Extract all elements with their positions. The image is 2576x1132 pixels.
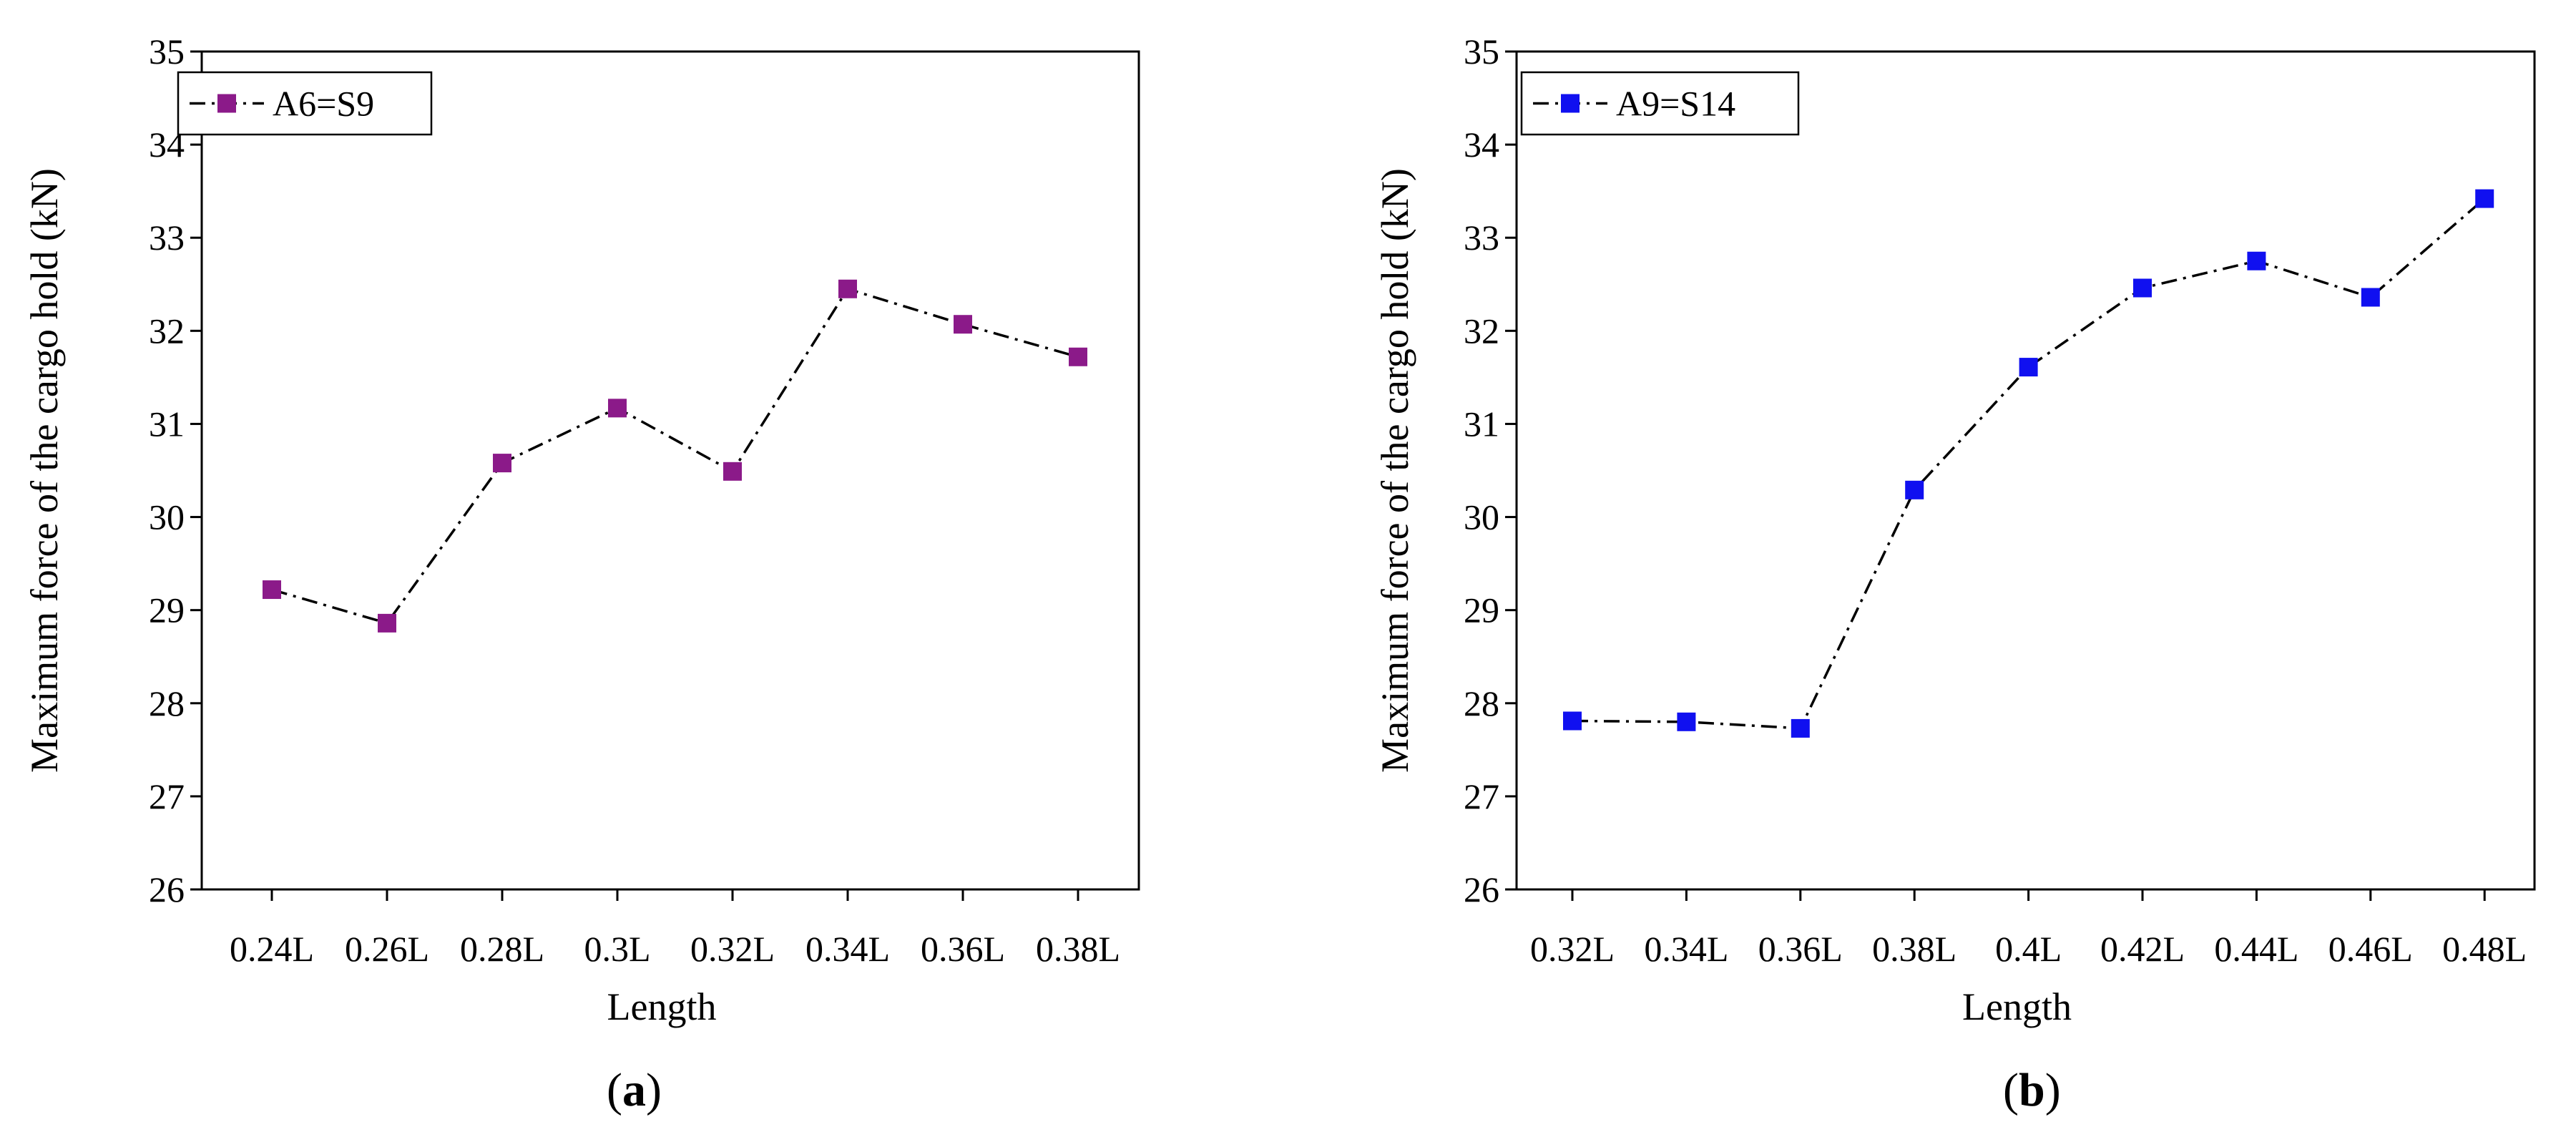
data-point-marker <box>493 454 511 473</box>
legend-label: A9=S14 <box>1616 84 1735 124</box>
x-tick-label: 0.34L <box>805 929 890 969</box>
data-point-marker <box>1905 480 1924 499</box>
data-point-marker <box>1069 347 1087 366</box>
x-tick-label: 0.32L <box>690 929 775 969</box>
x-tick-label: 0.38L <box>1872 929 1957 969</box>
y-tick-label: 33 <box>149 218 185 258</box>
y-tick-label: 35 <box>149 31 185 72</box>
panel-label-paren: ) <box>646 1064 662 1116</box>
panel-label-paren: ( <box>2003 1064 2019 1116</box>
x-tick-label: 0.42L <box>2100 929 2185 969</box>
y-tick-label: 26 <box>1464 869 1499 909</box>
data-point-marker <box>1791 718 1810 738</box>
y-tick-label: 26 <box>149 869 185 909</box>
x-tick-label: 0.32L <box>1530 929 1615 969</box>
y-tick-label: 30 <box>149 497 185 537</box>
x-tick-label: 0.36L <box>921 929 1005 969</box>
series-line <box>271 287 1079 625</box>
y-axis-title: Maximum force of the cargo hold (kN) <box>23 168 66 773</box>
y-axis-title: Maximum force of the cargo hold (kN) <box>1373 168 1416 773</box>
legend-marker-sample <box>1561 94 1580 113</box>
x-tick-label: 0.26L <box>345 929 429 969</box>
legend-marker-sample <box>217 94 236 113</box>
y-tick-label: 28 <box>149 683 185 723</box>
data-point-marker <box>1677 712 1696 731</box>
data-point-marker <box>263 580 281 600</box>
x-tick-label: 0.34L <box>1644 929 1728 969</box>
x-tick-label: 0.38L <box>1036 929 1120 969</box>
legend-label: A6=S9 <box>273 84 374 124</box>
panel-label-letter: a <box>622 1064 646 1116</box>
y-tick-label: 35 <box>1464 31 1499 72</box>
x-tick-label: 0.24L <box>230 929 314 969</box>
data-point-marker <box>954 315 972 334</box>
plot-frame <box>1515 50 2536 891</box>
data-point-marker <box>1563 711 1582 731</box>
y-tick-label: 32 <box>149 311 185 351</box>
data-point-marker <box>838 279 857 298</box>
data-point-marker <box>2475 189 2494 208</box>
y-tick-label: 34 <box>1464 125 1499 165</box>
y-tick-label: 33 <box>1464 218 1499 258</box>
panel-label-letter: b <box>2019 1064 2045 1116</box>
y-tick-label: 31 <box>1464 404 1499 444</box>
data-point-marker <box>378 613 396 633</box>
data-point-marker <box>2361 288 2380 307</box>
y-tick-label: 32 <box>1464 311 1499 351</box>
data-point-marker <box>2019 358 2038 377</box>
y-tick-label: 28 <box>1464 683 1499 723</box>
panel-label-paren: ( <box>607 1064 622 1116</box>
y-tick-label: 27 <box>1464 776 1499 816</box>
data-point-marker <box>2133 278 2152 298</box>
y-tick-label: 29 <box>149 590 185 630</box>
x-axis-title: Length <box>1962 985 2072 1028</box>
y-tick-label: 31 <box>149 404 185 444</box>
y-tick-label: 27 <box>149 776 185 816</box>
panel-label: (b) <box>2003 1064 2061 1116</box>
data-point-marker <box>723 462 742 481</box>
x-tick-label: 0.3L <box>584 929 650 969</box>
data-point-marker <box>608 399 627 418</box>
plot-frame <box>200 50 1140 891</box>
panel-label: (a) <box>607 1064 662 1116</box>
x-tick-label: 0.28L <box>460 929 544 969</box>
x-tick-label: 0.46L <box>2328 929 2413 969</box>
x-tick-label: 0.48L <box>2442 929 2527 969</box>
chart-panel-b: 26 27 28 29 30 31 32 33 34 35 0.32L 0.34L 0.36L 0.38L… <box>1373 31 2536 1116</box>
y-tick-label: 30 <box>1464 497 1499 537</box>
x-tick-label: 0.4L <box>1995 929 2062 969</box>
x-tick-label: 0.44L <box>2214 929 2298 969</box>
panel-label-paren: ) <box>2045 1064 2061 1116</box>
y-tick-label: 29 <box>1464 590 1499 630</box>
data-point-marker <box>2247 251 2266 270</box>
x-axis-title: Length <box>607 985 717 1028</box>
x-tick-label: 0.36L <box>1758 929 1843 969</box>
